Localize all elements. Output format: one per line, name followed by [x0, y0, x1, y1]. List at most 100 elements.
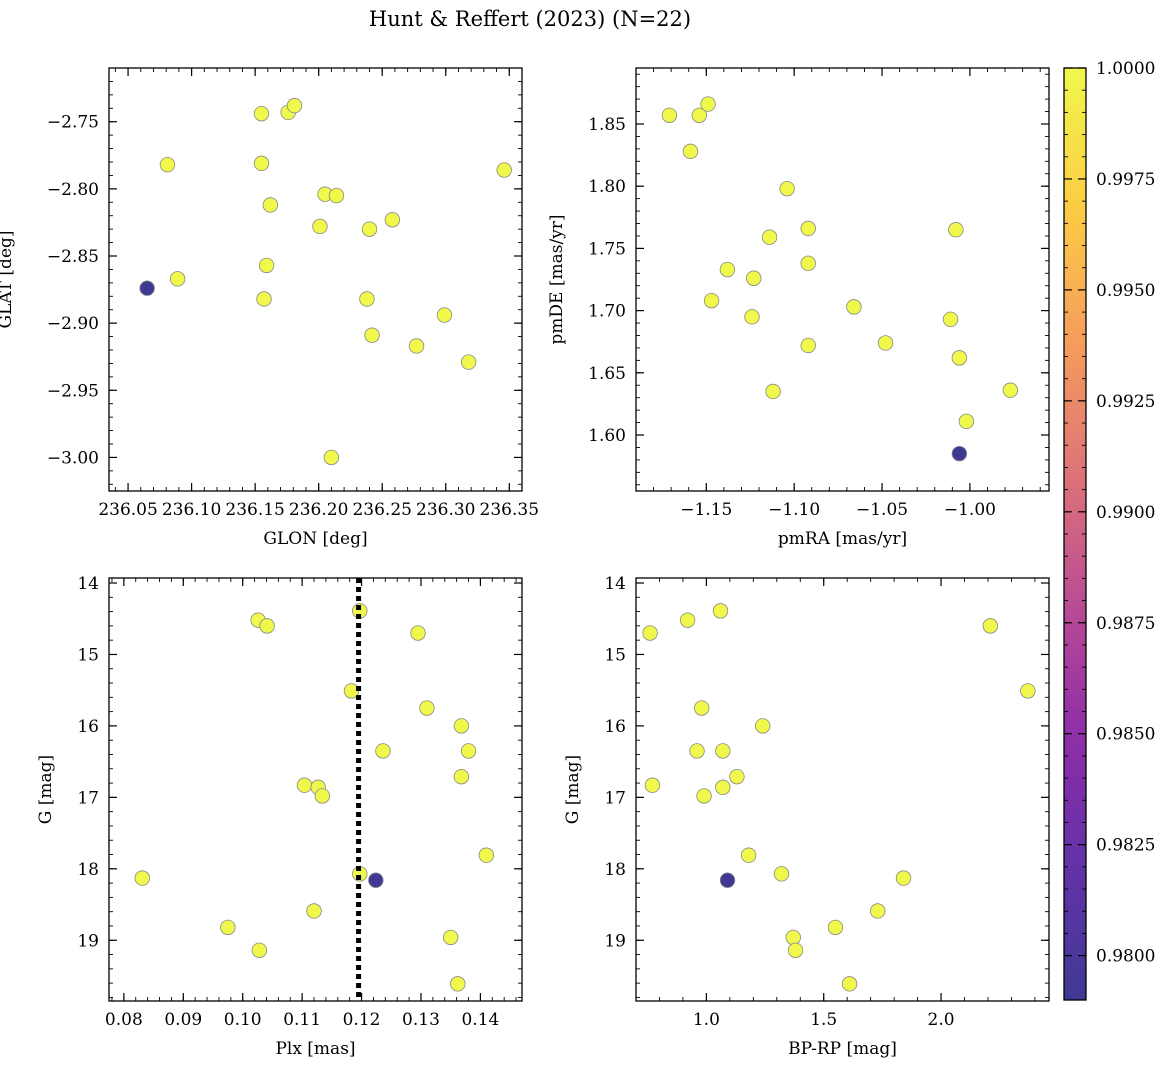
x-tick-label: −1.10 — [768, 500, 820, 520]
member-point — [453, 718, 470, 734]
colorbar-gradient — [1064, 68, 1086, 1000]
x-tick-label: 236.30 — [416, 500, 475, 520]
member-point — [846, 299, 862, 315]
member-point — [296, 777, 313, 793]
panel-plx-g: 0.08 0.09 0.10 0.11 0.12 0.13 0.14 14 15 16 17 18 19… — [36, 574, 523, 1059]
member-point — [765, 383, 781, 400]
y-tick-label: 1.65 — [588, 364, 626, 384]
member-point — [715, 743, 731, 759]
y-tick-label: −2.75 — [47, 113, 99, 133]
y-tick-label: −2.95 — [47, 381, 99, 401]
member-point — [942, 311, 959, 328]
member-point — [869, 903, 886, 919]
colorbar-tick-label: 0.9925 — [1096, 392, 1155, 412]
outlier-point — [139, 280, 155, 296]
y-tick-label: 18 — [604, 860, 626, 880]
plot-area — [134, 578, 495, 1001]
y-axis-label: pmDE [mas/yr] — [547, 214, 567, 344]
x-tick-label: 0.10 — [224, 1010, 262, 1030]
y-tick-label: −3.00 — [47, 448, 99, 468]
member-point — [253, 105, 270, 122]
member-point — [691, 107, 707, 123]
member-point — [682, 143, 699, 160]
member-point — [262, 197, 279, 213]
member-point — [703, 292, 720, 309]
x-tick-label: 0.13 — [402, 1010, 440, 1030]
member-point — [661, 107, 678, 123]
y-axis-label: G [mag] — [563, 755, 583, 824]
colorbar-tick-label: 0.9950 — [1096, 281, 1155, 301]
member-point — [746, 270, 762, 286]
member-point — [773, 866, 790, 882]
member-point — [744, 309, 760, 325]
member-point — [800, 220, 816, 237]
member-point — [314, 788, 331, 804]
member-point — [259, 618, 275, 634]
y-tick-label: 1.85 — [588, 115, 626, 135]
member-point — [460, 743, 477, 759]
member-point — [361, 221, 378, 237]
axes-frame — [635, 577, 1050, 1002]
plot-area — [139, 97, 512, 466]
member-point — [787, 942, 804, 958]
member-point — [408, 338, 425, 354]
member-point — [785, 929, 801, 946]
y-tick-label: 15 — [604, 645, 626, 665]
y-tick-label: −2.80 — [47, 180, 99, 200]
y-tick-label: 18 — [77, 860, 99, 880]
member-point — [442, 929, 459, 946]
x-axis-label: pmRA [mas/yr] — [778, 529, 907, 549]
member-point — [286, 97, 303, 114]
figure-title: Hunt & Reffert (2023) (N=22) — [369, 7, 691, 31]
x-tick-label: 1.0 — [693, 1010, 720, 1030]
member-point — [729, 768, 745, 785]
member-point — [375, 743, 391, 759]
member-point — [712, 603, 729, 619]
x-tick-label: 1.5 — [810, 1010, 837, 1030]
member-point — [761, 229, 778, 245]
outlier-point — [368, 872, 384, 888]
colorbar-tick-label: 0.9975 — [1096, 170, 1155, 190]
member-point — [644, 777, 661, 793]
member-point — [958, 413, 975, 430]
y-tick-label: 1.60 — [588, 426, 626, 446]
member-point — [159, 156, 176, 173]
member-point — [253, 155, 270, 172]
y-tick-label: −2.90 — [47, 314, 99, 334]
member-point — [220, 919, 236, 936]
member-point — [364, 327, 380, 343]
member-point — [328, 187, 345, 204]
x-tick-label: 0.14 — [461, 1010, 499, 1030]
y-tick-label: 14 — [77, 574, 99, 594]
member-point — [258, 257, 275, 274]
colorbar-tick-label: 0.9875 — [1096, 614, 1155, 634]
member-point — [841, 976, 858, 992]
x-tick-label: 236.15 — [225, 500, 284, 520]
member-point — [800, 337, 816, 354]
x-axis-label: BP-RP [mag] — [788, 1039, 897, 1059]
panel-glon-glat: 236.05 236.10 236.15 236.20 236.25 236.30 236.… — [0, 67, 539, 549]
member-point — [256, 291, 272, 307]
panel-bprp-g: 1.0 1.5 2.0 14 15 16 17 18 19 BP-RP [mag] G [mag] — [563, 574, 1050, 1059]
x-tick-label: −1.15 — [680, 500, 732, 520]
member-point — [951, 350, 968, 366]
member-point — [696, 788, 712, 804]
colorbar-tick-label: 0.9825 — [1096, 836, 1155, 856]
x-tick-label: 2.0 — [928, 1010, 955, 1030]
member-point — [453, 768, 470, 785]
member-point — [679, 612, 696, 628]
colorbar-tick-label: 0.9800 — [1096, 947, 1155, 967]
member-point — [496, 162, 512, 178]
x-tick-label: 236.20 — [289, 500, 348, 520]
member-point — [1020, 683, 1036, 699]
y-tick-label: 16 — [77, 717, 99, 737]
x-tick-label: 236.05 — [98, 500, 157, 520]
member-point — [779, 180, 795, 197]
member-point — [755, 718, 771, 734]
member-point — [323, 449, 340, 466]
y-tick-label: 1.70 — [588, 302, 626, 322]
member-point — [251, 942, 268, 958]
y-axis-label: G [mag] — [36, 755, 56, 824]
plot-area — [661, 96, 1019, 462]
x-axis-label: Plx [mas] — [275, 1039, 355, 1059]
